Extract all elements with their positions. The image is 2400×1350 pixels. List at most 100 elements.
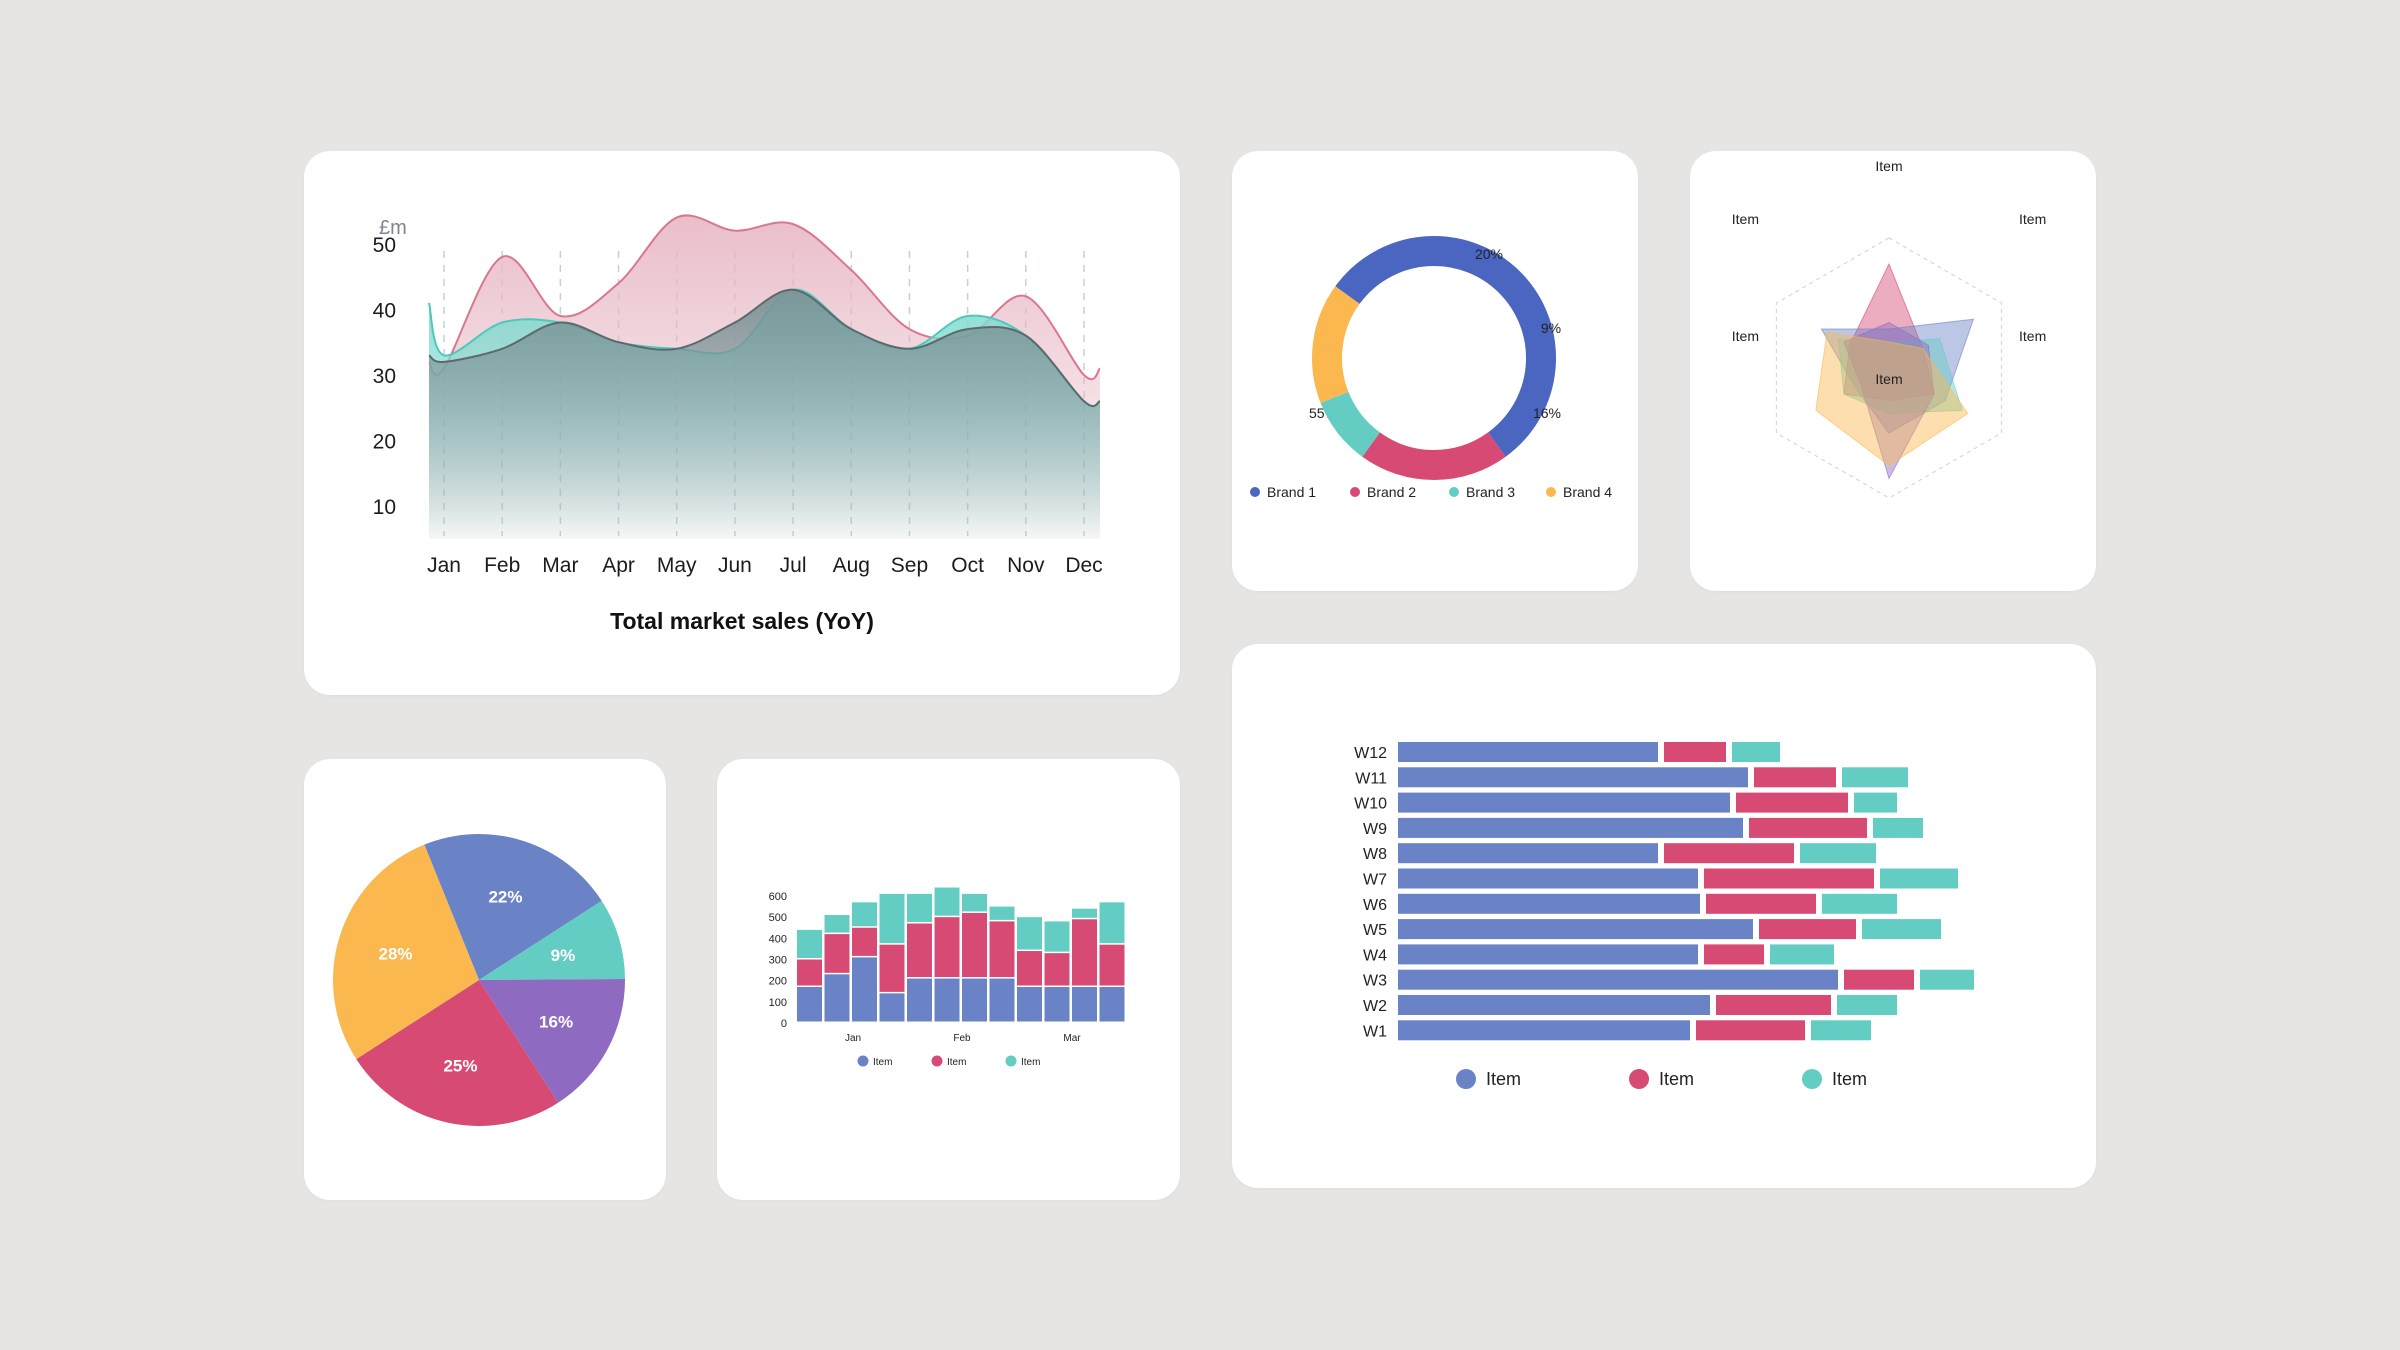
legend-label: Brand 4 [1563, 484, 1612, 500]
donut-slice-label: 9% [1541, 320, 1561, 336]
hbar-segment [1749, 817, 1867, 838]
x-tick-label: Sep [891, 554, 928, 577]
hbar-segment [1716, 995, 1831, 1015]
stacked-bar-segment [934, 917, 960, 978]
legend-label: Item [1832, 1069, 1867, 1089]
y-tick-label: 50 [373, 234, 396, 257]
radar-axis-label: Item [2019, 328, 2046, 344]
legend-swatch [931, 1055, 943, 1067]
stacked-bar-segment [989, 921, 1015, 978]
hbar-segment [1770, 944, 1834, 965]
stacked-bar-segment [1099, 902, 1125, 944]
horizontal-bar-chart-card: W12 W11 W10 W9 W8 W7 W6 W5 W4 W3 W2 W1 Item Item Item [1232, 644, 2096, 1188]
horizontal-bar-chart: W12 W11 W10 W9 W8 W7 W6 W5 W4 W3 W2 W1 Item Item Item [1354, 742, 1974, 1089]
legend-swatch [1350, 487, 1360, 497]
x-tick-label: Mar [1063, 1033, 1081, 1044]
hbar-segment [1664, 742, 1726, 762]
pie-slice-label: 28% [378, 945, 412, 964]
legend-swatch [1456, 1069, 1476, 1089]
y-tick-label: 10 [373, 496, 396, 519]
pie-slice [333, 844, 479, 1060]
area-series-3 [429, 289, 1100, 539]
category-label: W8 [1363, 846, 1387, 863]
area-chart: 10 20 30 40 50£m Jan Feb Mar Apr May Jun Jul Aug Sep O… [373, 214, 1103, 634]
hbar-segment [1842, 767, 1908, 788]
legend-label: Brand 3 [1466, 484, 1515, 500]
pie-slice-label: 16% [539, 1013, 573, 1032]
hbar-segment [1736, 792, 1848, 813]
legend-swatch [1629, 1069, 1649, 1089]
stacked-bar-segment [1044, 953, 1070, 986]
radar-chart-card: Item Item Item Item Item Item [1690, 151, 2096, 591]
y-tick-label: 20 [373, 431, 396, 454]
legend-label: Item [947, 1057, 966, 1068]
hbar-segment [1398, 969, 1838, 990]
radar-axis-label: Item [1732, 328, 1759, 344]
stacked-bar-segment [879, 893, 905, 944]
hbar-segment [1844, 969, 1914, 990]
stacked-bar-segment [1044, 987, 1070, 1022]
legend-swatch [1449, 487, 1459, 497]
stacked-bar-segment [989, 978, 1015, 1022]
y-tick-label: 40 [373, 299, 396, 322]
stacked-bar-segment [1017, 951, 1042, 986]
pie-slice-label: 9% [551, 946, 576, 965]
area-series-line-1 [428, 214, 1101, 381]
category-label: W11 [1355, 770, 1387, 787]
donut-slice-label: 20% [1475, 246, 1503, 262]
hbar-segment [1837, 995, 1897, 1015]
stacked-bar-segment [797, 929, 822, 958]
radar-axis-label: Item [2019, 211, 2046, 227]
x-tick-label: Apr [602, 554, 635, 577]
pie-slice [479, 900, 625, 980]
stacked-bar-segment [962, 978, 987, 1022]
pie-slice [479, 978, 625, 1103]
stacked-bar-segment [797, 959, 822, 986]
stacked-bar-segment [1072, 919, 1097, 986]
stacked-bar-segment [879, 944, 905, 992]
stacked-bar-segment [989, 906, 1015, 920]
hbar-segment [1664, 843, 1794, 864]
x-tick-label: Nov [1007, 554, 1045, 577]
y-tick-label: 500 [769, 912, 787, 924]
stacked-bar-segment [824, 915, 850, 933]
y-tick-label: 600 [769, 891, 787, 903]
category-label: W6 [1363, 897, 1387, 914]
category-label: W2 [1363, 998, 1387, 1015]
hbar-segment [1398, 893, 1700, 914]
hbar-segment [1398, 995, 1710, 1015]
donut-chart: 55%20%9%16%Brand 1 Brand 2 Brand 3 Brand 4 [1250, 236, 1612, 500]
hbar-segment [1398, 817, 1743, 838]
donut-chart-card: 55% 20% 9% 16% Brand 1 Brand 2 Brand 3 Brand 4 [1232, 151, 1638, 591]
pie-slice-label: 25% [443, 1057, 477, 1076]
radar-axis-label: Item [1875, 158, 1902, 174]
stacked-bar-segment [1017, 987, 1042, 1022]
hbar-segment [1398, 742, 1658, 762]
stacked-bar-segment [907, 893, 932, 923]
hbar-segment [1398, 944, 1698, 965]
legend-label: Item [1659, 1069, 1694, 1089]
stacked-bar-segment [934, 887, 960, 916]
stacked-bar-segment [907, 978, 932, 1022]
legend-swatch [1005, 1055, 1017, 1067]
hbar-segment [1398, 868, 1698, 889]
x-tick-label: Feb [953, 1033, 971, 1044]
stacked-bar-segment [852, 957, 877, 1022]
stacked-bar-segment [1099, 944, 1125, 986]
hbar-segment [1398, 1020, 1690, 1041]
donut-slice [1335, 236, 1556, 457]
area-series-line-3 [428, 288, 1101, 408]
donut-slice-label: 16% [1533, 405, 1561, 421]
hbar-segment [1398, 843, 1658, 864]
x-tick-label: Jan [427, 554, 461, 577]
category-label: W1 [1363, 1023, 1387, 1040]
hbar-segment [1398, 792, 1730, 813]
x-tick-label: May [657, 554, 697, 577]
pie-slice-label: 22% [488, 888, 522, 907]
hbar-segment [1873, 817, 1923, 838]
x-tick-label: Feb [484, 554, 520, 577]
x-tick-label: Jun [718, 554, 752, 577]
stacked-bar-segment [797, 987, 822, 1022]
chart-title: Total market sales (YoY) [610, 608, 874, 634]
legend-swatch [857, 1055, 869, 1067]
